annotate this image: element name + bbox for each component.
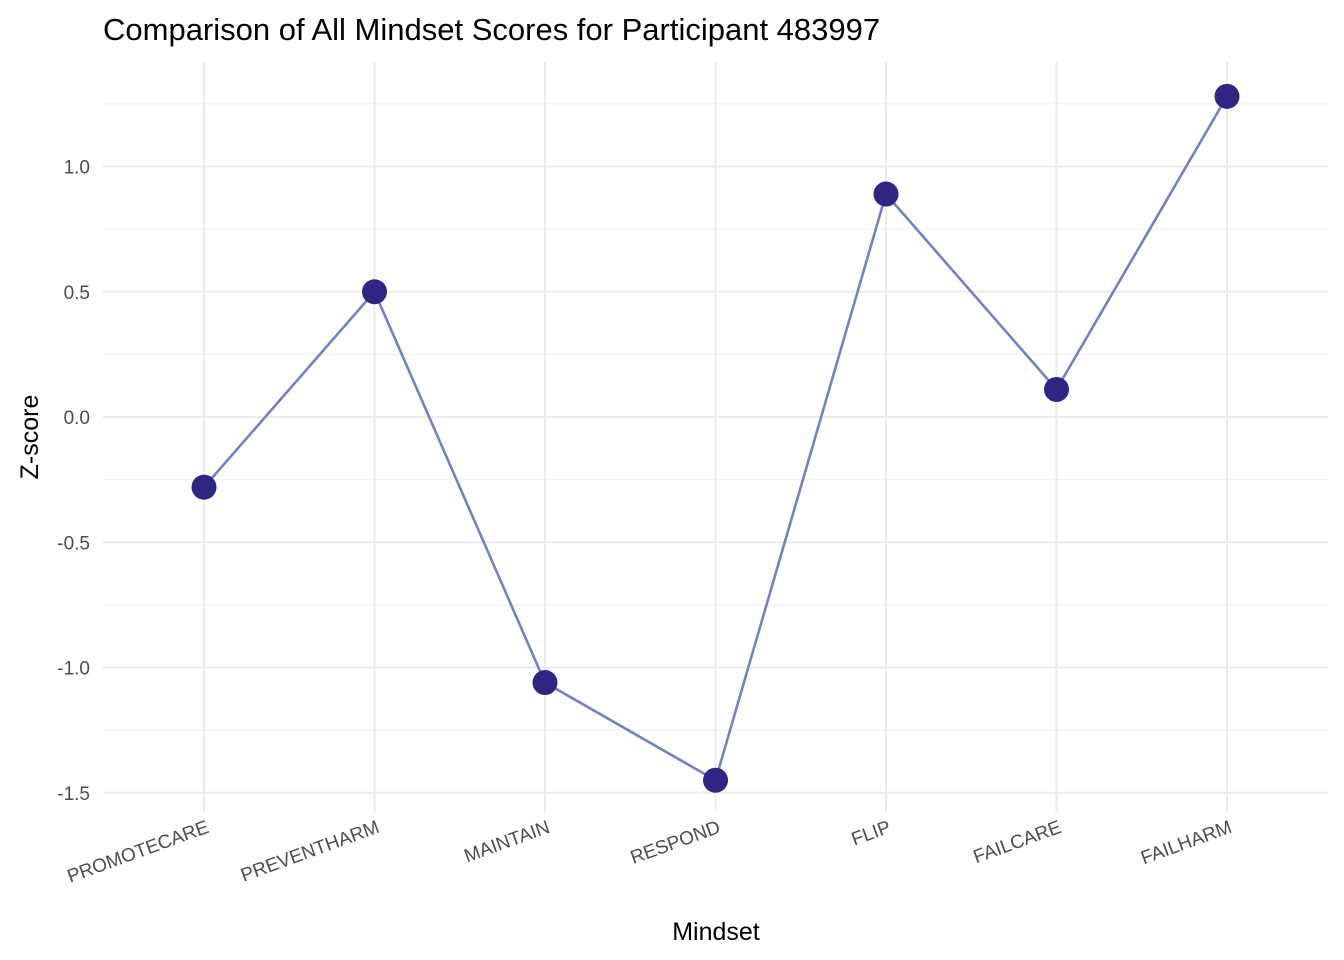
chart-title: Comparison of All Mindset Scores for Par… [103, 12, 880, 47]
y-tick-label: 0.5 [64, 283, 90, 304]
data-point [191, 474, 217, 500]
x-tick-label: RESPOND [628, 817, 723, 869]
y-tick-label: 0.0 [64, 408, 90, 429]
data-point [532, 670, 558, 696]
y-axis-title: Z-score [16, 395, 44, 480]
data-point [362, 279, 387, 305]
series [191, 83, 1240, 793]
x-tick-label: PREVENTHARM [238, 817, 382, 887]
x-tick-label: PROMOTECARE [65, 817, 212, 888]
y-tick-label: -0.5 [57, 533, 90, 554]
x-tick-label: FLIP [849, 817, 894, 850]
x-tick-label: FAILCARE [971, 817, 1065, 868]
data-point [1214, 83, 1240, 109]
y-tick-label: -1.5 [57, 784, 90, 805]
grid [103, 62, 1328, 812]
y-tick-label: -1.0 [57, 659, 90, 680]
x-axis-title: Mindset [672, 918, 760, 946]
x-tick-label: FAILHARM [1138, 817, 1234, 869]
y-tick-label: 1.0 [64, 158, 90, 179]
data-point [703, 767, 728, 793]
data-point [1044, 376, 1069, 402]
tick-labels: -1.5 -1.0 -0.5 0.0 0.5 1.0 PROMOTECARE PREVENTH… [57, 158, 1234, 888]
data-point [873, 181, 899, 207]
x-tick-label: MAINTAIN [462, 817, 553, 867]
